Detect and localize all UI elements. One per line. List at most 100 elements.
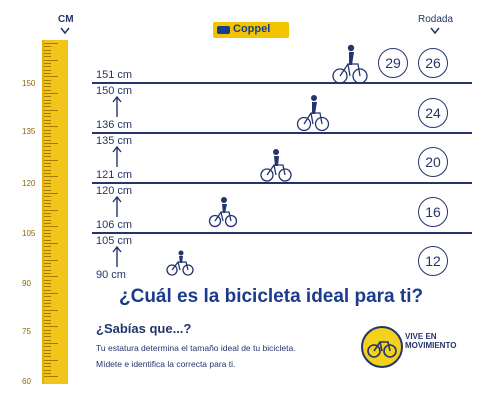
band-divider [92, 82, 472, 84]
ruler-tick [44, 279, 51, 281]
ruler-tick [44, 376, 58, 378]
bicycle-icon [296, 95, 330, 132]
ruler-tick [44, 173, 51, 174]
ruler-tick [44, 299, 51, 301]
ruler-tick [44, 259, 58, 261]
ruler-tick [44, 93, 58, 94]
bicycle-icon [260, 149, 292, 182]
ruler-tick [44, 59, 58, 61]
chevron-down-icon [60, 27, 70, 35]
ruler-tick [44, 219, 51, 221]
range-bottom-label: 106 cm [96, 219, 133, 231]
wheel-size-badge: 29 [378, 48, 408, 78]
ruler-tick [44, 303, 51, 304]
campaign-line-1: VIVE EN [405, 332, 437, 341]
ruler-tick [44, 309, 58, 311]
ruler-tick [44, 229, 51, 231]
wheel-size-badge: 16 [418, 197, 448, 227]
ruler-tick [44, 189, 51, 191]
chevron-down-icon [430, 27, 440, 35]
up-arrow-icon [112, 96, 122, 117]
ruler-tick [44, 79, 51, 81]
ruler-tick [44, 73, 51, 74]
coppel-logo-mark [217, 26, 230, 34]
ruler-tick [44, 89, 51, 91]
ruler-tick [44, 199, 51, 201]
wheel-size-badge: 12 [418, 246, 448, 276]
campaign-line-2: MOVIMIENTO [405, 341, 457, 350]
ruler-tick [44, 153, 51, 154]
ruler-tick [44, 289, 51, 291]
ruler-tick [44, 246, 51, 248]
ruler-tick [44, 249, 51, 251]
campaign-text: VIVE EN MOVIMIENTO [405, 332, 456, 350]
ruler-tick [44, 129, 51, 131]
ruler-label: 90 [22, 279, 31, 288]
info-line-1: Tu estatura determina el tamaño ideal de… [96, 343, 296, 353]
ruler-tick [44, 273, 51, 274]
ruler-tick [44, 99, 51, 101]
ruler-tick [44, 233, 51, 234]
ruler-tick [44, 343, 58, 344]
info-line-2: Mídete e identifica la correcta para ti. [96, 359, 236, 369]
ruler-tick [44, 163, 51, 164]
ruler-tick [44, 96, 51, 98]
ruler-tick [44, 223, 51, 224]
ruler-tick [44, 136, 51, 138]
range-bottom-label: 136 cm [96, 119, 133, 131]
range-bottom-label: 121 cm [96, 169, 133, 181]
ruler-tick [44, 119, 51, 121]
ruler-tick [44, 126, 58, 128]
ruler-tick [44, 166, 51, 168]
ruler-tick [44, 256, 51, 258]
ruler-label: 60 [22, 377, 31, 386]
ruler-tick [44, 306, 51, 308]
up-arrow-icon [112, 196, 122, 217]
ruler-tick [44, 266, 51, 268]
ruler-tick [44, 176, 58, 178]
brand-name: Coppel [233, 23, 271, 35]
ruler-tick [44, 196, 51, 198]
band-divider [92, 232, 472, 234]
ruler-tick [44, 66, 51, 68]
ruler-label: 75 [22, 327, 31, 336]
ruler-tick [44, 243, 58, 244]
ruler-tick [44, 313, 51, 314]
bicycle-icon [332, 44, 368, 84]
bicycle-icon [367, 341, 397, 358]
ruler-tick [44, 236, 51, 238]
ruler-tick [44, 186, 51, 188]
ruler-tick [44, 339, 51, 341]
ruler-tick [44, 46, 51, 48]
ruler-tick [44, 293, 58, 294]
ruler-tick [44, 326, 58, 328]
ruler-tick [44, 226, 58, 228]
ruler-tick [44, 363, 51, 364]
ruler-tick [44, 149, 51, 151]
ruler-tick [44, 133, 51, 134]
ruler-tick [44, 323, 51, 324]
ruler-tick [44, 336, 51, 338]
ruler-label: 120 [22, 179, 36, 188]
ruler-tick [44, 83, 51, 84]
ruler-tick [44, 139, 51, 141]
ruler-tick [44, 49, 51, 51]
ruler-tick [44, 106, 51, 108]
ruler-tick [44, 156, 51, 158]
ruler-tick [44, 319, 51, 321]
ruler-tick [44, 109, 58, 111]
ruler-tick [44, 116, 51, 118]
wheel-size-badge: 20 [418, 147, 448, 177]
ruler-tick [44, 56, 51, 58]
rodada-label: Rodada [418, 14, 454, 25]
bicycle-icon [208, 197, 238, 228]
ruler-tick [44, 359, 58, 361]
ruler-tick [44, 53, 51, 54]
ruler-tick [44, 143, 58, 144]
ruler-tick [44, 296, 51, 298]
range-top-label: 151 cm [96, 69, 133, 81]
measuring-ruler: 150 135 120 105 90 75 60 [22, 40, 68, 386]
ruler-tick [44, 283, 51, 284]
ruler-tick [44, 103, 51, 104]
up-arrow-icon [112, 146, 122, 167]
